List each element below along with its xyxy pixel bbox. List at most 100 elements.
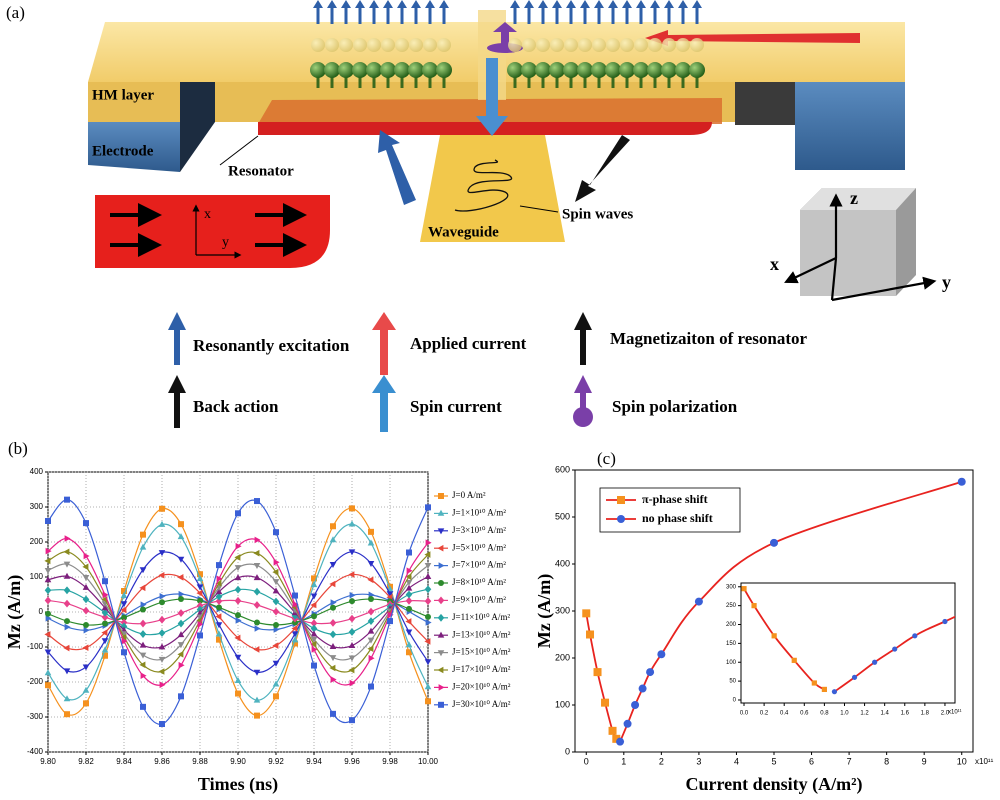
marker: [368, 683, 374, 690]
spin-arrow-head: [313, 0, 323, 8]
legend-label: J=11×10¹⁰ A/m²: [452, 612, 510, 622]
spin-ball: [647, 62, 663, 78]
marker: [63, 548, 70, 556]
y-tick-label: 200: [555, 652, 570, 662]
marker: [791, 657, 797, 663]
x-tick-label: 9.86: [154, 757, 170, 766]
marker: [310, 640, 317, 648]
marker: [101, 608, 109, 617]
marker: [424, 563, 432, 570]
spin-ball: [352, 62, 368, 78]
spin-waves-label: Spin waves: [562, 206, 633, 222]
x-axis-title: Times (ns): [198, 774, 278, 795]
marker: [63, 668, 71, 675]
marker: [101, 646, 109, 653]
marker: [425, 619, 432, 626]
marker: [83, 552, 90, 560]
waveguide: [420, 135, 565, 242]
marker: [44, 669, 52, 676]
marker: [831, 689, 838, 695]
marker: [63, 695, 71, 702]
marker: [291, 636, 299, 643]
magnetization-arrows: [110, 203, 307, 257]
spin-ball: [535, 62, 551, 78]
x-tick-label: 1.8: [921, 711, 930, 717]
marker: [215, 630, 223, 637]
spin-ball: [508, 38, 522, 52]
marker: [892, 646, 898, 652]
marker: [872, 659, 878, 665]
marker: [139, 619, 147, 628]
legend-marker: [438, 701, 444, 708]
legend-marker: [437, 509, 445, 516]
resonator-label: Resonator: [228, 163, 294, 179]
marker: [349, 679, 356, 687]
marker: [616, 737, 625, 746]
x-tick-label: 9.88: [192, 757, 208, 766]
marker: [405, 618, 412, 625]
spin-ball: [339, 38, 353, 52]
marker: [608, 726, 617, 735]
legend-icons: [168, 312, 593, 432]
spin-arrow-head: [566, 0, 576, 8]
spin-ball: [648, 38, 662, 52]
marker: [406, 605, 412, 612]
y-axis-title: Mz (A/m): [4, 575, 25, 649]
marker: [45, 547, 52, 555]
marker: [235, 510, 241, 517]
marker: [348, 571, 355, 578]
marker: [425, 698, 431, 705]
marker: [273, 626, 280, 633]
legend-label: J=9×10¹⁰ A/m²: [452, 594, 506, 604]
spin-ball: [620, 38, 634, 52]
marker: [159, 592, 166, 600]
marker: [83, 700, 89, 707]
marker: [957, 477, 966, 486]
x-axis-title: Current density (A/m²): [685, 774, 862, 795]
marker: [82, 563, 89, 571]
marker: [424, 573, 432, 580]
chart-c: (c)0 1 2 3 4 5 6 7 8 9 100100200300400500600Curren…: [534, 449, 993, 795]
marker: [253, 601, 261, 609]
x-tick-label: 8: [884, 756, 889, 766]
marker: [623, 719, 632, 728]
marker: [348, 549, 356, 556]
marker: [310, 624, 318, 633]
marker: [83, 520, 89, 527]
marker: [196, 589, 203, 597]
marker: [405, 584, 413, 591]
marker: [405, 641, 413, 648]
resonator: [258, 122, 712, 135]
marker: [196, 575, 204, 582]
marker: [387, 618, 393, 625]
leader: [519, 205, 559, 213]
spin-arrow-head: [650, 0, 660, 8]
marker: [234, 634, 241, 642]
spin-ball: [634, 38, 648, 52]
marker: [367, 617, 375, 625]
y-axis-title: Mz (A/m): [534, 574, 555, 648]
marker: [44, 649, 52, 656]
spin-arrow-head: [594, 0, 604, 8]
marker: [63, 586, 71, 595]
electrode-left: [88, 122, 180, 172]
spin-ball: [549, 62, 565, 78]
y-tick-label: 300: [726, 584, 737, 590]
spin-ball: [367, 38, 381, 52]
marker: [235, 542, 242, 550]
marker: [272, 579, 280, 586]
legend-label: Applied current: [410, 334, 527, 353]
legend-box: [599, 487, 741, 533]
marker: [367, 637, 375, 644]
marker: [102, 591, 109, 599]
spin-ball: [422, 62, 438, 78]
fit-line: [619, 480, 963, 743]
marker: [310, 636, 318, 643]
spin-arrow-head: [510, 0, 520, 8]
marker: [405, 579, 413, 586]
x-tick-label: 1.2: [860, 711, 869, 717]
marker: [45, 610, 51, 617]
spin-arrow-head: [355, 0, 365, 8]
marker: [45, 682, 51, 689]
marker: [215, 592, 223, 601]
